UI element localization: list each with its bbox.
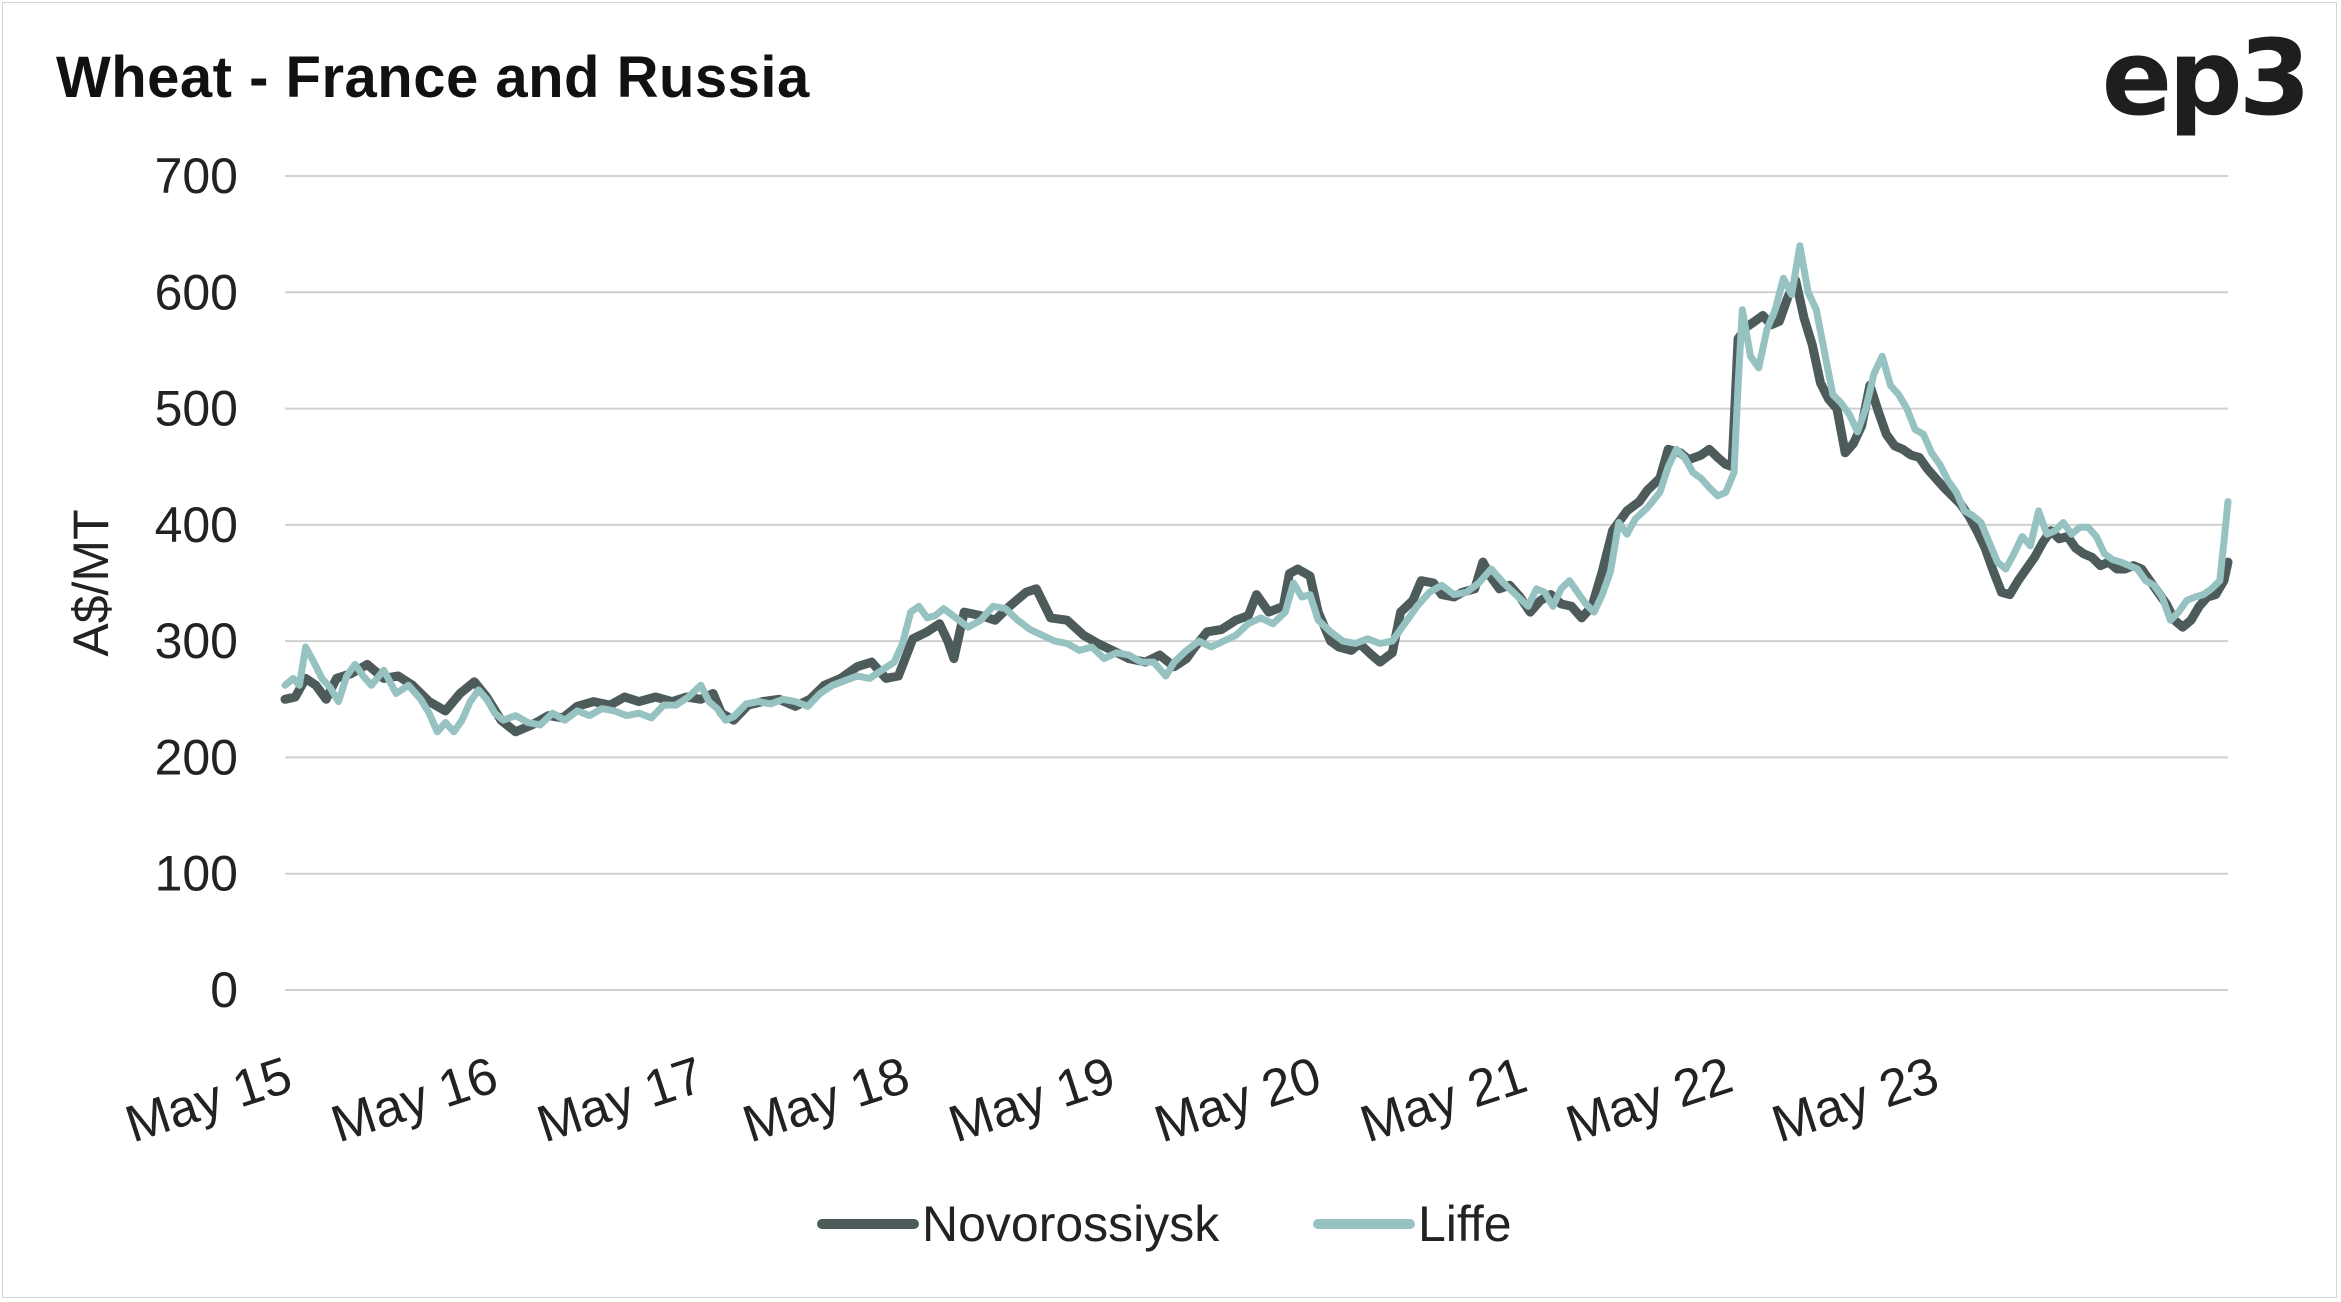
y-tick-label: 0 (210, 962, 238, 1018)
series-line-liffe (281, 242, 2232, 736)
legend-label-liffe: Liffe (1418, 1196, 1512, 1252)
x-tick-label: May 15 (119, 1046, 299, 1154)
chart-title: Wheat - France and Russia (56, 45, 810, 110)
brand-logo: ep3 (2101, 17, 2311, 139)
x-tick-label: May 17 (530, 1046, 710, 1154)
y-tick-label: 100 (155, 846, 238, 902)
x-tick-label: May 18 (736, 1046, 916, 1154)
x-tick-label: May 20 (1148, 1046, 1328, 1154)
y-tick-label: 400 (155, 497, 238, 553)
y-tick-label: 200 (155, 729, 238, 785)
x-tick-label: May 19 (942, 1046, 1122, 1154)
legend-label-novorossiysk: Novorossiysk (922, 1196, 1220, 1252)
x-tick-label: May 23 (1765, 1046, 1945, 1154)
y-axis-label: A$/MT (63, 509, 119, 656)
y-tick-label: 700 (155, 148, 238, 204)
x-tick-label: May 16 (324, 1046, 504, 1154)
x-tick-label: May 22 (1559, 1046, 1739, 1154)
series-line-novorossiysk (280, 276, 2233, 737)
x-tick-label: May 21 (1354, 1046, 1534, 1154)
y-tick-label: 600 (155, 264, 238, 320)
y-tick-label: 300 (155, 613, 238, 669)
y-tick-label: 500 (155, 381, 238, 437)
